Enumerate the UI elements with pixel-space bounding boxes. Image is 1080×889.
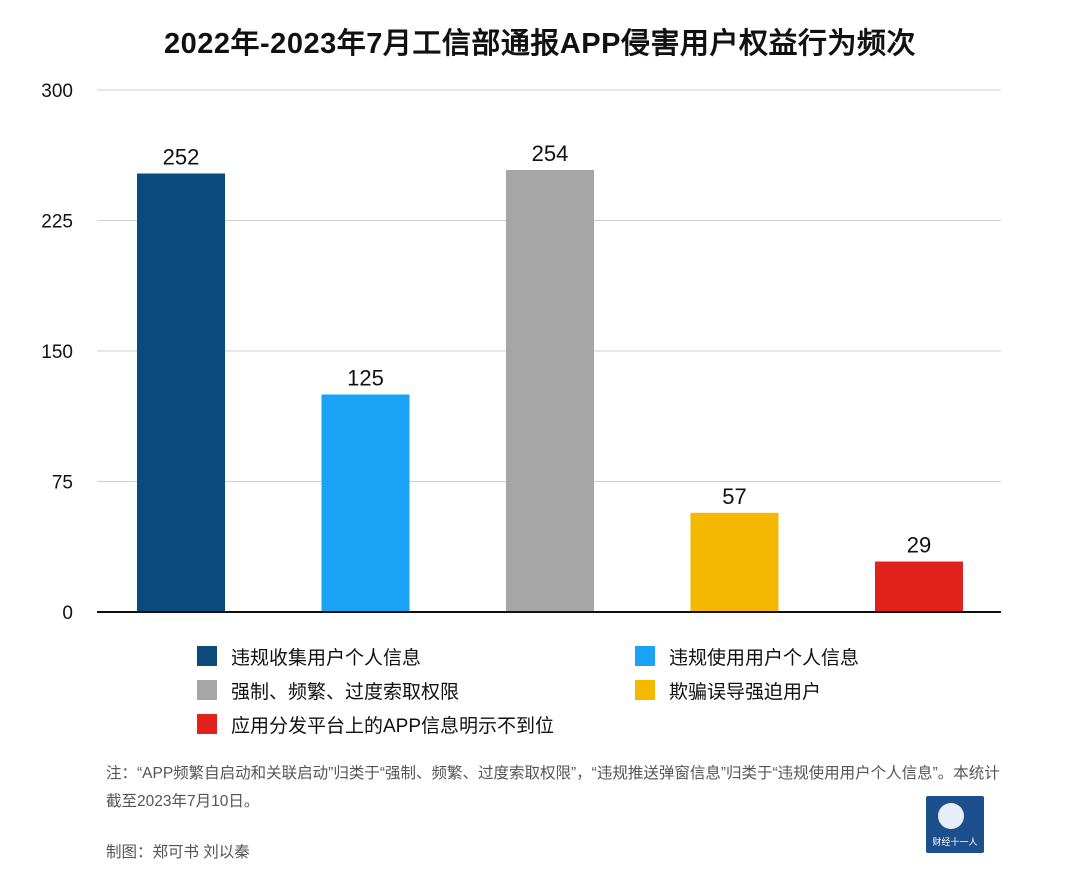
data-label: 57 (722, 484, 746, 509)
chart-legend: 违规收集用户个人信息 违规使用用户个人信息 强制、频繁、过度索取权限 欺骗误导强… (197, 643, 897, 737)
bar-chart: 0 75 150 225 300 252 125 254 57 29 (41, 81, 1001, 624)
y-tick-label: 225 (41, 212, 73, 233)
legend-item-permissions: 强制、频繁、过度索取权限 (197, 677, 635, 703)
publisher-logo: 财经十一人 (926, 796, 984, 853)
legend-swatch (635, 646, 655, 666)
legend-item-distribution: 应用分发平台上的APP信息明示不到位 (197, 711, 635, 737)
data-label: 254 (532, 141, 569, 166)
y-tick-label: 0 (62, 603, 73, 624)
legend-swatch (197, 646, 217, 666)
legend-swatch (197, 714, 217, 734)
bar (137, 173, 225, 612)
legend-label: 欺骗误导强迫用户 (669, 681, 822, 703)
y-tick-label: 300 (41, 81, 73, 102)
chart-title: 2022年-2023年7月工信部通报APP侵害用户权益行为频次 (164, 28, 916, 60)
data-label: 29 (907, 533, 931, 558)
legend-swatch (197, 680, 217, 700)
logo-text: 财经十一人 (932, 837, 978, 847)
y-tick-label: 75 (52, 473, 73, 494)
legend-item-collect: 违规收集用户个人信息 (197, 643, 635, 669)
legend-label: 强制、频繁、过度索取权限 (231, 681, 460, 703)
bar (875, 561, 963, 612)
data-label: 252 (163, 145, 200, 170)
bar (690, 512, 779, 612)
legend-label: 应用分发平台上的APP信息明示不到位 (231, 715, 555, 737)
legend-item-deceive: 欺骗误导强迫用户 (635, 677, 935, 703)
globe-runner-logo-icon (938, 803, 964, 829)
y-tick-label: 150 (41, 342, 73, 363)
bar (321, 394, 410, 612)
legend-label: 违规使用用户个人信息 (669, 647, 860, 669)
legend-item-use: 违规使用用户个人信息 (635, 643, 935, 669)
chart-credit: 制图：郑可书 刘以秦 (106, 844, 250, 861)
legend-label: 违规收集用户个人信息 (231, 647, 422, 669)
chart-note: 注：“APP频繁自启动和关联启动”归类于“强制、频繁、过度索取权限”，“违规推送… (106, 765, 1000, 810)
data-label: 125 (347, 366, 384, 391)
bar (506, 170, 594, 613)
legend-swatch (635, 680, 655, 700)
